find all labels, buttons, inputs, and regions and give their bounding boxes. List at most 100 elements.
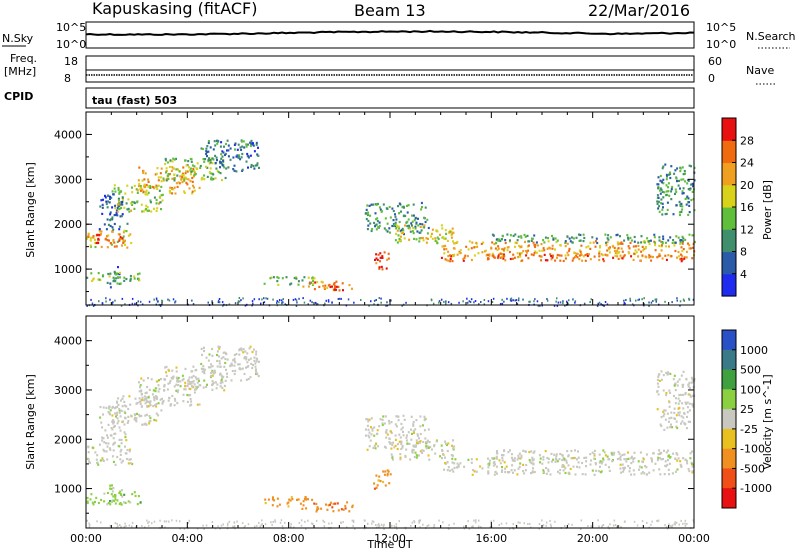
- heatmap-cell: [386, 301, 388, 304]
- heatmap-cell: [392, 219, 395, 222]
- heatmap-cell: [109, 487, 112, 490]
- heatmap-cell: [447, 466, 450, 469]
- heatmap-cell: [480, 526, 482, 529]
- heatmap-cell: [561, 465, 564, 468]
- heatmap-cell: [394, 239, 397, 242]
- heatmap-cell: [643, 302, 645, 305]
- heatmap-cell: [427, 428, 430, 431]
- heatmap-cell: [171, 519, 173, 522]
- heatmap-cell: [609, 523, 611, 526]
- heatmap-cell: [119, 458, 122, 461]
- heatmap-cell: [539, 304, 541, 307]
- heatmap-cell: [112, 228, 115, 231]
- heatmap-cell: [217, 301, 220, 304]
- heatmap-cell: [419, 222, 422, 226]
- heatmap-cell: [501, 466, 503, 469]
- heatmap-cell: [585, 246, 588, 249]
- heatmap-cell: [494, 247, 497, 250]
- heatmap-cell: [572, 456, 575, 460]
- heatmap-cell: [433, 524, 436, 526]
- heatmap-cell: [251, 143, 254, 146]
- heatmap-cell: [169, 159, 172, 162]
- heatmap-cell: [427, 237, 429, 240]
- heatmap-cell: [222, 151, 225, 154]
- heatmap-cell: [366, 204, 369, 207]
- heatmap-cell: [633, 240, 636, 243]
- heatmap-cell: [665, 258, 668, 261]
- heatmap-cell: [155, 209, 158, 213]
- heatmap-cell: [674, 417, 677, 420]
- heatmap-cell: [192, 184, 194, 187]
- heatmap-cell: [315, 510, 318, 513]
- heatmap-cell: [509, 449, 511, 452]
- heatmap-cell: [618, 525, 620, 528]
- heatmap-cell: [155, 397, 158, 401]
- heatmap-cell: [171, 166, 174, 169]
- heatmap-cell: [641, 254, 644, 257]
- heatmap-cell: [503, 247, 506, 250]
- heatmap-cell: [176, 402, 179, 405]
- heatmap-cell: [145, 204, 148, 207]
- heatmap-cell: [118, 408, 121, 411]
- heatmap-cell: [671, 472, 674, 475]
- heatmap-cell: [110, 487, 113, 490]
- heatmap-cell: [305, 507, 308, 510]
- heatmap-cell: [530, 450, 533, 453]
- heatmap-cell: [441, 457, 443, 460]
- heatmap-cell: [107, 501, 110, 505]
- heatmap-cell: [689, 187, 692, 190]
- heatmap-cell: [142, 190, 145, 193]
- heatmap-cell: [648, 256, 651, 259]
- heatmap-cell: [277, 276, 280, 280]
- heatmap-cell: [413, 219, 416, 222]
- heatmap-cell: [575, 236, 578, 239]
- heatmap-cell: [311, 522, 313, 525]
- heatmap-cell: [179, 385, 182, 388]
- heatmap-cell: [407, 227, 410, 230]
- heatmap-cell: [203, 346, 205, 349]
- heatmap-cell: [688, 470, 691, 473]
- heatmap-cell: [547, 461, 550, 464]
- heatmap-cell: [516, 303, 519, 306]
- heatmap-cell: [659, 192, 662, 195]
- heatmap-cell: [495, 457, 498, 460]
- heatmap-cell: [86, 519, 88, 522]
- heatmap-cell: [176, 185, 179, 188]
- heatmap-cell: [616, 233, 619, 236]
- heatmap-cell: [400, 440, 403, 443]
- heatmap-cell: [685, 377, 688, 381]
- heatmap-cell: [462, 259, 465, 262]
- heatmap-cell: [682, 192, 685, 195]
- heatmap-cell: [313, 502, 316, 505]
- heatmap-cell: [133, 207, 136, 210]
- heatmap-cell: [680, 465, 683, 468]
- heatmap-cell: [669, 426, 672, 429]
- heatmap-cell: [165, 371, 168, 374]
- heatmap-cell: [687, 467, 690, 471]
- heatmap-cell: [638, 465, 641, 468]
- heatmap-cell: [423, 418, 426, 422]
- heatmap-cell: [86, 304, 88, 307]
- heatmap-cell: [659, 189, 661, 192]
- heatmap-cell: [510, 469, 513, 472]
- heatmap-cell: [338, 289, 341, 292]
- heatmap-cell: [247, 358, 250, 361]
- heatmap-cell: [654, 298, 656, 301]
- heatmap-cell: [118, 273, 121, 276]
- heatmap-cell: [517, 256, 520, 259]
- heatmap-cell: [560, 254, 563, 257]
- heatmap-cell: [399, 458, 402, 461]
- heatmap-cell: [147, 191, 150, 194]
- heatmap-cell: [666, 459, 669, 462]
- heatmap-cell: [422, 523, 424, 526]
- heatmap-cell: [415, 238, 418, 241]
- heatmap-cell: [173, 177, 176, 180]
- heatmap-cell: [138, 413, 141, 416]
- heatmap-cell: [640, 250, 643, 253]
- heatmap-cell: [99, 406, 102, 409]
- heatmap-cell: [674, 521, 676, 524]
- heatmap-cell: [377, 445, 380, 448]
- heatmap-cell: [657, 393, 660, 396]
- heatmap-cell: [578, 258, 581, 261]
- heatmap-cell: [405, 439, 408, 442]
